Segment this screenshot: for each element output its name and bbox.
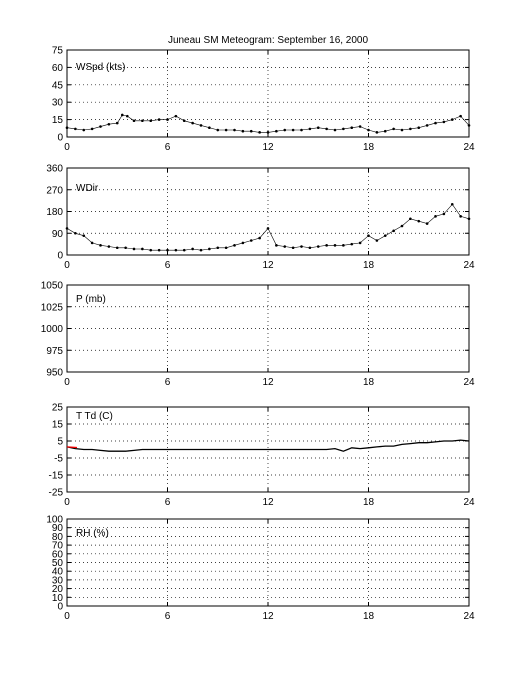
pressure-ytick-label-0: 950 <box>46 368 63 379</box>
temperature-dewpoint-xtick-label-1: 6 <box>165 497 171 508</box>
wind-speed-xtick-label-1: 6 <box>165 142 171 153</box>
relative-humidity-ytick-label-10: 100 <box>46 515 63 526</box>
temperature-dewpoint-series-line-0 <box>66 439 470 452</box>
pressure-ytick-label-3: 1025 <box>41 302 64 313</box>
wind-speed-ytick-label-3: 45 <box>52 80 64 91</box>
wind-speed-ytick-label-0: 0 <box>57 133 63 144</box>
wind-speed-ytick-label-4: 60 <box>52 63 64 74</box>
relative-humidity-xtick-label-3: 18 <box>363 611 375 622</box>
pressure-xtick-label-2: 12 <box>262 377 274 388</box>
temperature-dewpoint-xtick-label-4: 24 <box>463 497 475 508</box>
wind-direction-trace <box>66 203 470 251</box>
relative-humidity-ytick-label-5: 50 <box>52 558 64 569</box>
pressure-xtick-label-1: 6 <box>165 377 171 388</box>
wind-speed-xtick-label-2: 12 <box>262 142 274 153</box>
pressure-panel: P (mb) 0 6 12 18 24 950 975 1000 1025 1050 <box>41 281 475 389</box>
temperature-dewpoint-xtick-label-0: 0 <box>64 497 70 508</box>
relative-humidity-ytick-label-3: 30 <box>52 575 64 586</box>
wind-speed-xtick-label-4: 24 <box>463 142 475 153</box>
temperature-dewpoint-ytick-label-1: -15 <box>49 471 64 482</box>
pressure-ytick-label-2: 1000 <box>41 324 64 335</box>
wind-direction-xtick-label-2: 12 <box>262 260 274 271</box>
wind-speed-ytick-label-2: 30 <box>52 98 64 109</box>
relative-humidity-ytick-label-0: 0 <box>57 602 63 613</box>
wind-speed-label: WSpd (kts) <box>76 62 125 73</box>
pressure-xtick-label-0: 0 <box>64 377 70 388</box>
relative-humidity-ytick-label-8: 80 <box>52 532 64 543</box>
wind-speed-xtick-label-0: 0 <box>64 142 70 153</box>
wind-direction-ytick-label-3: 270 <box>46 185 63 196</box>
temperature-dewpoint-label: T Td (C) <box>76 411 113 422</box>
relative-humidity-ytick-label-7: 70 <box>52 541 64 552</box>
wind-speed-frame <box>66 49 470 138</box>
wind-direction-ytick-label-0: 0 <box>57 251 63 262</box>
wind-direction-label: WDir <box>76 183 99 194</box>
pressure-xtick-label-4: 24 <box>463 377 475 388</box>
wind-speed-panel: WSpd (kts) 0 6 12 18 24 0 15 30 45 60 75 <box>52 46 475 154</box>
temperature-dewpoint-panel: T Td (C) 0 6 12 18 24 -25 -15 -5 5 15 25 <box>49 403 475 509</box>
relative-humidity-ytick-label-4: 40 <box>52 567 64 578</box>
temperature-dewpoint-xtick-label-2: 12 <box>262 497 274 508</box>
temperature-dewpoint-ytick-label-3: 5 <box>57 437 63 448</box>
relative-humidity-ytick-label-2: 20 <box>52 584 64 595</box>
figure-title: Juneau SM Meteogram: September 16, 2000 <box>168 35 369 46</box>
wind-speed-trace <box>66 114 470 133</box>
wind-direction-ytick-label-4: 360 <box>46 164 63 175</box>
pressure-xtick-label-3: 18 <box>363 377 375 388</box>
pressure-label: P (mb) <box>76 294 106 305</box>
temperature-dewpoint-ytick-label-0: -25 <box>49 488 64 499</box>
pressure-ytick-label-1: 975 <box>46 346 63 357</box>
relative-humidity-xtick-label-1: 6 <box>165 611 171 622</box>
wind-direction-xtick-label-3: 18 <box>363 260 375 271</box>
wind-direction-ytick-label-2: 180 <box>46 207 63 218</box>
temperature-dewpoint-ytick-label-4: 15 <box>52 420 64 431</box>
temperature-dewpoint-ytick-label-5: 25 <box>52 403 64 414</box>
temperature-dewpoint-ytick-label-2: -5 <box>54 454 63 465</box>
relative-humidity-xtick-label-2: 12 <box>262 611 274 622</box>
wind-direction-ytick-label-1: 90 <box>52 229 64 240</box>
relative-humidity-xtick-label-4: 24 <box>463 611 475 622</box>
wind-speed-ytick-label-1: 15 <box>52 115 64 126</box>
relative-humidity-label: RH (%) <box>76 528 109 539</box>
wind-direction-xtick-label-4: 24 <box>463 260 475 271</box>
relative-humidity-ytick-label-1: 10 <box>52 593 64 604</box>
relative-humidity-xtick-label-0: 0 <box>64 611 70 622</box>
temperature-dewpoint-series-line-1 <box>66 446 78 449</box>
wind-direction-xtick-label-0: 0 <box>64 260 70 271</box>
relative-humidity-ytick-label-6: 60 <box>52 549 64 560</box>
wind-direction-panel: WDir 0 6 12 18 24 0 90 180 270 360 <box>46 164 475 272</box>
wind-speed-ytick-label-5: 75 <box>52 46 64 57</box>
relative-humidity-ytick-label-9: 90 <box>52 523 64 534</box>
wind-speed-xtick-label-3: 18 <box>363 142 375 153</box>
temperature-dewpoint-xtick-label-3: 18 <box>363 497 375 508</box>
pressure-ytick-label-4: 1050 <box>41 281 64 292</box>
wind-direction-xtick-label-1: 6 <box>165 260 171 271</box>
